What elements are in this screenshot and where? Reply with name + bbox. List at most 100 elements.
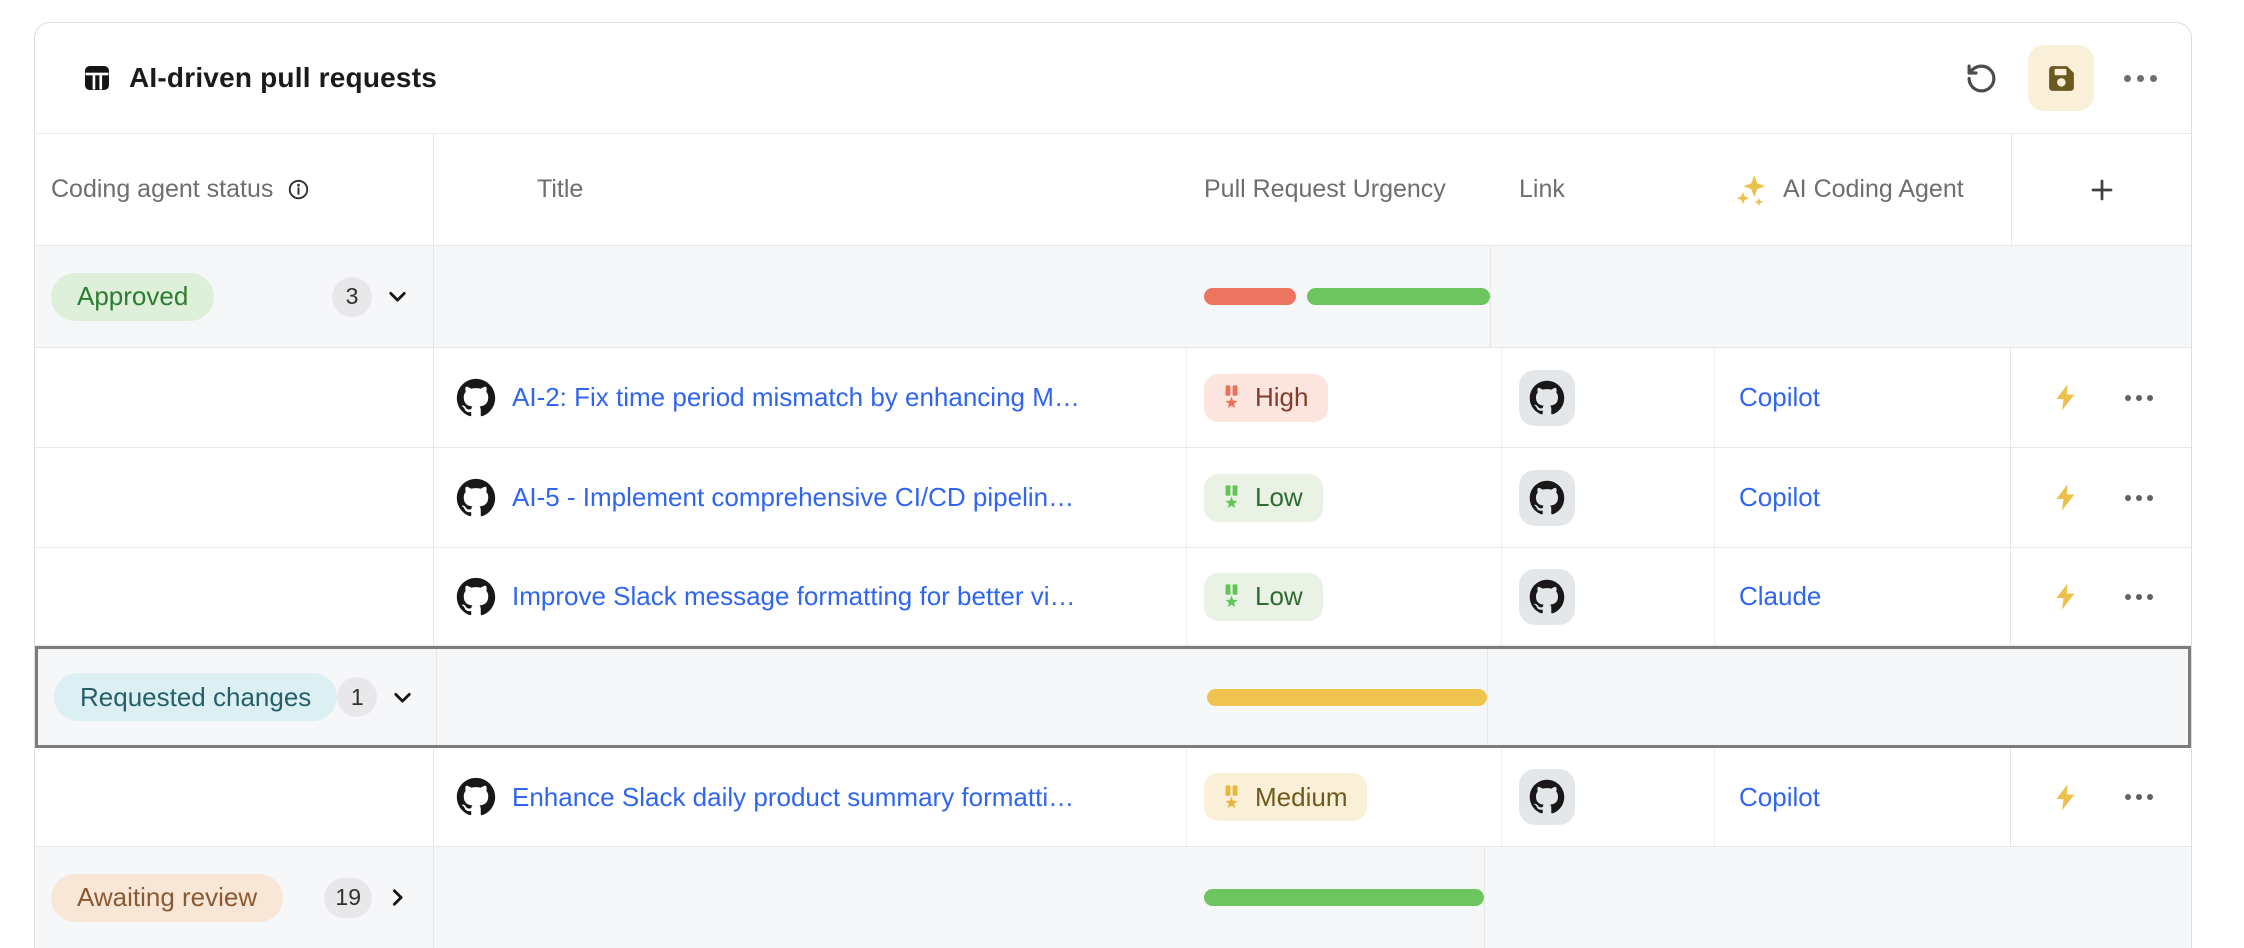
urgency-badge: Low bbox=[1204, 572, 1323, 621]
sparkles-icon bbox=[1735, 173, 1769, 207]
medal-icon bbox=[1217, 383, 1246, 412]
agent-link[interactable]: Copilot bbox=[1739, 382, 1820, 412]
lightning-bolt-icon[interactable] bbox=[2050, 482, 2081, 513]
info-icon[interactable] bbox=[286, 177, 311, 202]
title-cell[interactable]: Improve Slack message formatting for bet… bbox=[434, 548, 1187, 645]
row-actions-cell bbox=[2011, 548, 2191, 645]
table-row: AI-5 - Implement comprehensive CI/CD pip… bbox=[35, 448, 2191, 548]
record-title-link[interactable]: AI-5 - Implement comprehensive CI/CD pip… bbox=[512, 482, 1075, 512]
urgency-bar bbox=[1207, 688, 1487, 706]
column-header-title[interactable]: Title bbox=[434, 134, 1187, 245]
column-header-link[interactable]: Link bbox=[1502, 134, 1715, 245]
rotate-ccw-icon bbox=[1967, 64, 1996, 92]
status-pill: Awaiting review bbox=[51, 873, 284, 922]
github-icon bbox=[456, 478, 496, 518]
status-cell[interactable] bbox=[35, 748, 434, 846]
github-link-chip[interactable] bbox=[1519, 568, 1575, 625]
group-count-badge: 1 bbox=[337, 677, 378, 717]
urgency-label: Low bbox=[1255, 581, 1303, 611]
link-cell[interactable] bbox=[1502, 448, 1715, 547]
row-menu-icon[interactable] bbox=[2124, 794, 2153, 800]
column-label-title: Title bbox=[537, 175, 584, 203]
chevron-down-icon[interactable] bbox=[389, 684, 416, 711]
status-cell[interactable] bbox=[35, 448, 434, 547]
group-row-approved[interactable]: Approved 3 bbox=[35, 246, 2191, 348]
row-menu-icon[interactable] bbox=[2124, 593, 2153, 600]
link-cell[interactable] bbox=[1502, 548, 1715, 645]
row-actions-cell bbox=[2011, 448, 2191, 547]
record-title-link[interactable]: Enhance Slack daily product summary form… bbox=[512, 781, 1075, 812]
grid-view-card: AI-driven pull requests Cod bbox=[34, 22, 2192, 948]
group-row-requested-changes[interactable]: Requested changes 1 bbox=[35, 646, 2191, 748]
lightning-bolt-icon[interactable] bbox=[2050, 782, 2081, 813]
urgency-summary-bars bbox=[434, 288, 1490, 305]
github-link-chip[interactable] bbox=[1519, 469, 1575, 526]
add-column-button[interactable] bbox=[2011, 134, 2191, 245]
agent-cell[interactable]: Copilot bbox=[1715, 348, 2011, 447]
group-spacer-cell bbox=[1485, 847, 2191, 948]
agent-cell[interactable]: Copilot bbox=[1715, 748, 2011, 846]
urgency-bar bbox=[1307, 288, 1490, 305]
title-cell[interactable]: Enhance Slack daily product summary form… bbox=[434, 748, 1187, 846]
ellipsis-icon bbox=[2124, 74, 2157, 82]
row-menu-icon[interactable] bbox=[2124, 494, 2153, 501]
table-row: Improve Slack message formatting for bet… bbox=[35, 548, 2191, 646]
agent-link[interactable]: Copilot bbox=[1739, 781, 1820, 812]
row-menu-icon[interactable] bbox=[2124, 394, 2153, 401]
column-header-row: Coding agent status Title Pull Request U… bbox=[35, 134, 2191, 246]
urgency-cell[interactable]: Medium bbox=[1187, 748, 1502, 846]
table-row: AI-2: Fix time period mismatch by enhanc… bbox=[35, 348, 2191, 448]
undo-button[interactable] bbox=[1965, 62, 1998, 95]
plus-icon bbox=[2087, 175, 2117, 205]
urgency-badge: Medium bbox=[1204, 773, 1368, 821]
column-label-urgency: Pull Request Urgency bbox=[1204, 175, 1446, 203]
group-status-cell: Approved 3 bbox=[35, 246, 434, 347]
column-header-status[interactable]: Coding agent status bbox=[35, 134, 434, 245]
group-summary-cell bbox=[437, 649, 1488, 745]
medal-icon bbox=[1217, 783, 1246, 812]
link-cell[interactable] bbox=[1502, 348, 1715, 447]
agent-cell[interactable]: Copilot bbox=[1715, 448, 2011, 547]
row-actions-cell bbox=[2011, 348, 2191, 447]
view-title: AI-driven pull requests bbox=[129, 62, 437, 93]
column-header-agent[interactable]: AI Coding Agent bbox=[1715, 134, 2011, 245]
github-link-chip[interactable] bbox=[1519, 369, 1575, 426]
status-cell[interactable] bbox=[35, 348, 434, 447]
title-cell[interactable]: AI-5 - Implement comprehensive CI/CD pip… bbox=[434, 448, 1187, 547]
more-options-button[interactable] bbox=[2124, 74, 2157, 82]
chevron-down-icon[interactable] bbox=[384, 283, 411, 310]
urgency-bar bbox=[1204, 889, 1484, 906]
status-cell[interactable] bbox=[35, 548, 434, 645]
chevron-right-icon[interactable] bbox=[384, 884, 411, 911]
table-row: Enhance Slack daily product summary form… bbox=[35, 748, 2191, 847]
urgency-cell[interactable]: Low bbox=[1187, 448, 1502, 547]
group-count-badge: 19 bbox=[324, 877, 372, 918]
urgency-badge: Low bbox=[1204, 473, 1323, 522]
urgency-cell[interactable]: Low bbox=[1187, 548, 1502, 645]
group-status-cell: Awaiting review 19 bbox=[35, 847, 434, 948]
save-icon bbox=[2048, 65, 2074, 91]
urgency-label: Low bbox=[1255, 482, 1303, 512]
record-title-link[interactable]: AI-2: Fix time period mismatch by enhanc… bbox=[512, 382, 1080, 412]
status-pill: Approved bbox=[51, 272, 215, 321]
urgency-cell[interactable]: High bbox=[1187, 348, 1502, 447]
view-titlebar: AI-driven pull requests bbox=[35, 23, 2191, 134]
lightning-bolt-icon[interactable] bbox=[2050, 581, 2081, 612]
group-summary-cell bbox=[434, 847, 1485, 948]
table-icon bbox=[85, 66, 109, 90]
agent-cell[interactable]: Claude bbox=[1715, 548, 2011, 645]
title-cell[interactable]: AI-2: Fix time period mismatch by enhanc… bbox=[434, 348, 1187, 447]
github-link-chip[interactable] bbox=[1519, 769, 1575, 825]
link-cell[interactable] bbox=[1502, 748, 1715, 846]
lightning-bolt-icon[interactable] bbox=[2050, 382, 2081, 413]
record-title-link[interactable]: Improve Slack message formatting for bet… bbox=[512, 581, 1076, 611]
agent-link[interactable]: Claude bbox=[1739, 581, 1822, 611]
save-button[interactable] bbox=[2028, 45, 2094, 111]
urgency-bar bbox=[1204, 288, 1296, 305]
urgency-label: High bbox=[1255, 382, 1309, 412]
github-icon bbox=[456, 378, 496, 418]
github-icon bbox=[456, 777, 496, 817]
column-header-urgency[interactable]: Pull Request Urgency bbox=[1187, 134, 1502, 245]
agent-link[interactable]: Copilot bbox=[1739, 482, 1820, 512]
group-row-awaiting-review[interactable]: Awaiting review 19 bbox=[35, 847, 2191, 948]
